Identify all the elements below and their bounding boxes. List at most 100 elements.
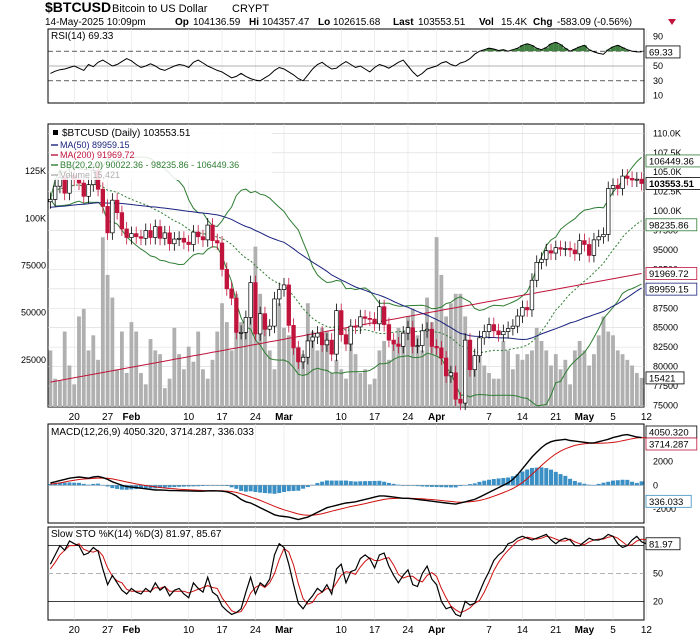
price-x-tick-label: 5 xyxy=(610,412,616,423)
candle-body xyxy=(501,331,506,336)
candle-body xyxy=(606,188,611,235)
macd-histogram-bar xyxy=(258,485,263,493)
volume-bar xyxy=(377,350,382,407)
volume-bar xyxy=(181,369,186,407)
volume-tick-label: 125K xyxy=(25,166,46,176)
candle-body xyxy=(482,331,487,339)
volume-bar xyxy=(258,293,263,407)
macd-signal-value: 3714.287 xyxy=(649,440,689,451)
macd-histogram-bar xyxy=(639,481,644,486)
macd-histogram-bar xyxy=(353,481,358,486)
macd-histogram-bar xyxy=(572,480,577,486)
macd-histogram-bar xyxy=(105,485,110,487)
high-label: Hi xyxy=(249,17,259,28)
volume-bar xyxy=(96,359,100,407)
volume-bar xyxy=(100,237,105,407)
price-x-tick-label: 10 xyxy=(336,412,348,423)
volume-bar xyxy=(148,339,153,407)
volume-bar xyxy=(615,350,620,407)
macd-histogram-bar xyxy=(96,483,101,486)
volume-bar xyxy=(472,359,477,407)
price-tick-label: 107.5K xyxy=(653,148,682,158)
candle-body xyxy=(401,332,406,347)
volume-bar xyxy=(48,350,53,407)
volume-bar xyxy=(401,331,406,407)
legend-item: BB(20,2.0) 90022.36 - 98235.86 - 106449.… xyxy=(60,160,239,170)
candle-body xyxy=(205,224,210,241)
volume-bar xyxy=(448,303,453,407)
price-x-tick-label: 12 xyxy=(641,412,653,423)
bottom-x-tick-label: Feb xyxy=(123,625,141,636)
candle-body xyxy=(587,244,592,256)
volume-bar xyxy=(205,378,210,407)
rsi-overbought-fill xyxy=(624,49,630,52)
candle-body xyxy=(229,288,234,299)
volume-bar xyxy=(634,373,639,407)
candle-body xyxy=(472,355,477,371)
macd-histogram-bar xyxy=(291,485,296,491)
macd-histogram-bar xyxy=(611,480,616,486)
rsi-overbought-fill xyxy=(524,43,530,52)
macd-histogram-bar xyxy=(301,485,306,489)
down-arrow-icon xyxy=(668,19,676,25)
macd-histogram-bar xyxy=(286,485,291,492)
candle-body xyxy=(396,343,401,347)
price-x-tick-label: 17 xyxy=(369,412,381,423)
price-value-label: 91969.72 xyxy=(649,269,689,280)
macd-histogram-value-box xyxy=(645,494,692,508)
macd-histogram-bar xyxy=(525,469,530,486)
rsi-overbought-fill xyxy=(486,48,492,52)
candle-body xyxy=(210,224,215,241)
low-label: Lo xyxy=(318,17,330,28)
macd-histogram-bar xyxy=(53,483,58,486)
volume-bar xyxy=(339,369,344,407)
candle-body xyxy=(577,240,582,255)
volume-bar xyxy=(587,365,592,407)
volume-bar xyxy=(162,388,167,407)
candle-body xyxy=(176,237,182,240)
candle-body xyxy=(520,307,525,317)
candle-body xyxy=(477,337,482,357)
stochastic-tick-label: 50 xyxy=(653,569,663,579)
symbol: $BTCUSD xyxy=(45,0,111,15)
price-value-label-box xyxy=(645,218,698,232)
price-value-label: 103553.51 xyxy=(649,179,695,190)
volume-bar xyxy=(143,384,148,407)
volume-bar xyxy=(267,350,272,407)
candle-body xyxy=(591,239,597,256)
volume-bar xyxy=(387,359,391,407)
volume-value: 15.4K xyxy=(501,17,527,28)
macd-histogram-bar xyxy=(549,469,554,486)
candle-body xyxy=(81,182,86,197)
candle-body xyxy=(234,297,239,333)
macd-histogram-bar xyxy=(48,484,53,486)
volume-bar xyxy=(468,346,472,407)
price-x-tick-label: Feb xyxy=(123,412,141,423)
bollinger-lower-line xyxy=(49,199,642,407)
volume-bar xyxy=(215,331,220,407)
macd-histogram-bar xyxy=(86,484,91,486)
macd-histogram-bar xyxy=(310,484,315,486)
macd-histogram-bar xyxy=(119,485,124,490)
rsi-overbought-fill xyxy=(543,47,549,52)
volume-bar xyxy=(58,380,62,407)
candle-body xyxy=(167,232,172,245)
volume-bar xyxy=(420,350,425,407)
price-x-tick-label: 24 xyxy=(250,412,262,423)
volume-bar xyxy=(234,293,239,407)
chart-header: $BTCUSD Bitcoin to US Dollar CRYPT 14-Ma… xyxy=(45,0,676,28)
macd-tick-label: 0 xyxy=(653,480,658,490)
candle-body xyxy=(424,328,430,332)
candle-body xyxy=(544,250,549,260)
price-tick-label: 95000 xyxy=(653,245,678,255)
volume-bar xyxy=(105,274,110,407)
candle-body xyxy=(272,298,277,327)
volume-bar xyxy=(263,316,267,407)
rsi-overbought-fill xyxy=(577,46,583,52)
bollinger-upper-line xyxy=(49,156,642,312)
macd-histogram-bar xyxy=(606,481,611,486)
macd-histogram-bar xyxy=(367,481,372,486)
bottom-x-tick-label: 24 xyxy=(402,625,414,636)
volume-bar xyxy=(625,359,630,407)
macd-histogram-bar xyxy=(210,485,215,486)
